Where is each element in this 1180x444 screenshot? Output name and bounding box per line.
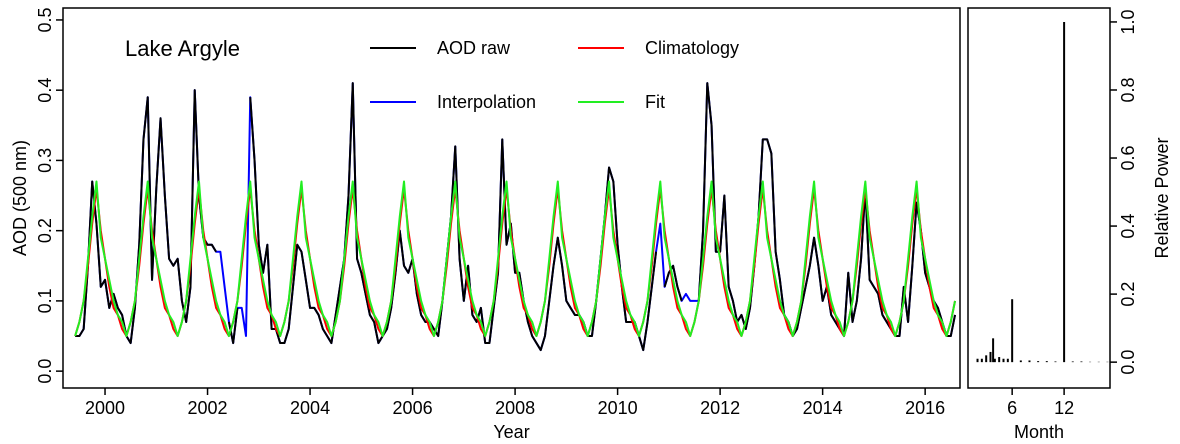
y-tick-label: 0.2 bbox=[35, 218, 55, 243]
legend-label: Climatology bbox=[645, 38, 739, 58]
y-tick-label: 0.5 bbox=[35, 7, 55, 32]
y-tick-label: 0.3 bbox=[35, 148, 55, 173]
x-axis-title: Month bbox=[1014, 422, 1064, 442]
panel-frame bbox=[62, 7, 961, 389]
y-axis-title: Relative Power bbox=[1152, 137, 1172, 258]
y-tick-label: 0.8 bbox=[1118, 77, 1138, 102]
x-tick-label: 2008 bbox=[495, 398, 535, 418]
x-tick-label: 12 bbox=[1054, 398, 1074, 418]
x-tick-label: 2000 bbox=[85, 398, 125, 418]
x-tick-label: 2006 bbox=[393, 398, 433, 418]
legend-label: Interpolation bbox=[437, 92, 536, 112]
legend-label: AOD raw bbox=[437, 38, 511, 58]
y-tick-label: 0.0 bbox=[1118, 350, 1138, 375]
x-tick-label: 2002 bbox=[188, 398, 228, 418]
x-tick-label: 2010 bbox=[598, 398, 638, 418]
y-tick-label: 0.1 bbox=[35, 288, 55, 313]
chart-title: Lake Argyle bbox=[125, 36, 240, 61]
x-tick-label: 2012 bbox=[700, 398, 740, 418]
legend-label: Fit bbox=[645, 92, 665, 112]
panel-frame bbox=[967, 7, 1111, 389]
x-tick-label: 2016 bbox=[905, 398, 945, 418]
x-tick-label: 2004 bbox=[290, 398, 330, 418]
x-tick-label: 6 bbox=[1007, 398, 1017, 418]
y-tick-label: 0.2 bbox=[1118, 282, 1138, 307]
y-tick-label: 1.0 bbox=[1118, 9, 1138, 34]
y-tick-label: 0.4 bbox=[1118, 214, 1138, 239]
x-axis-title: Year bbox=[493, 422, 529, 442]
series-line bbox=[75, 82, 957, 352]
y-axis-title: AOD (500 nm) bbox=[10, 140, 30, 256]
series-line bbox=[74, 180, 957, 338]
y-tick-label: 0.4 bbox=[35, 78, 55, 103]
y-tick-label: 0.0 bbox=[35, 359, 55, 384]
x-tick-label: 2014 bbox=[803, 398, 843, 418]
y-tick-label: 0.6 bbox=[1118, 146, 1138, 171]
series-line bbox=[75, 82, 957, 352]
